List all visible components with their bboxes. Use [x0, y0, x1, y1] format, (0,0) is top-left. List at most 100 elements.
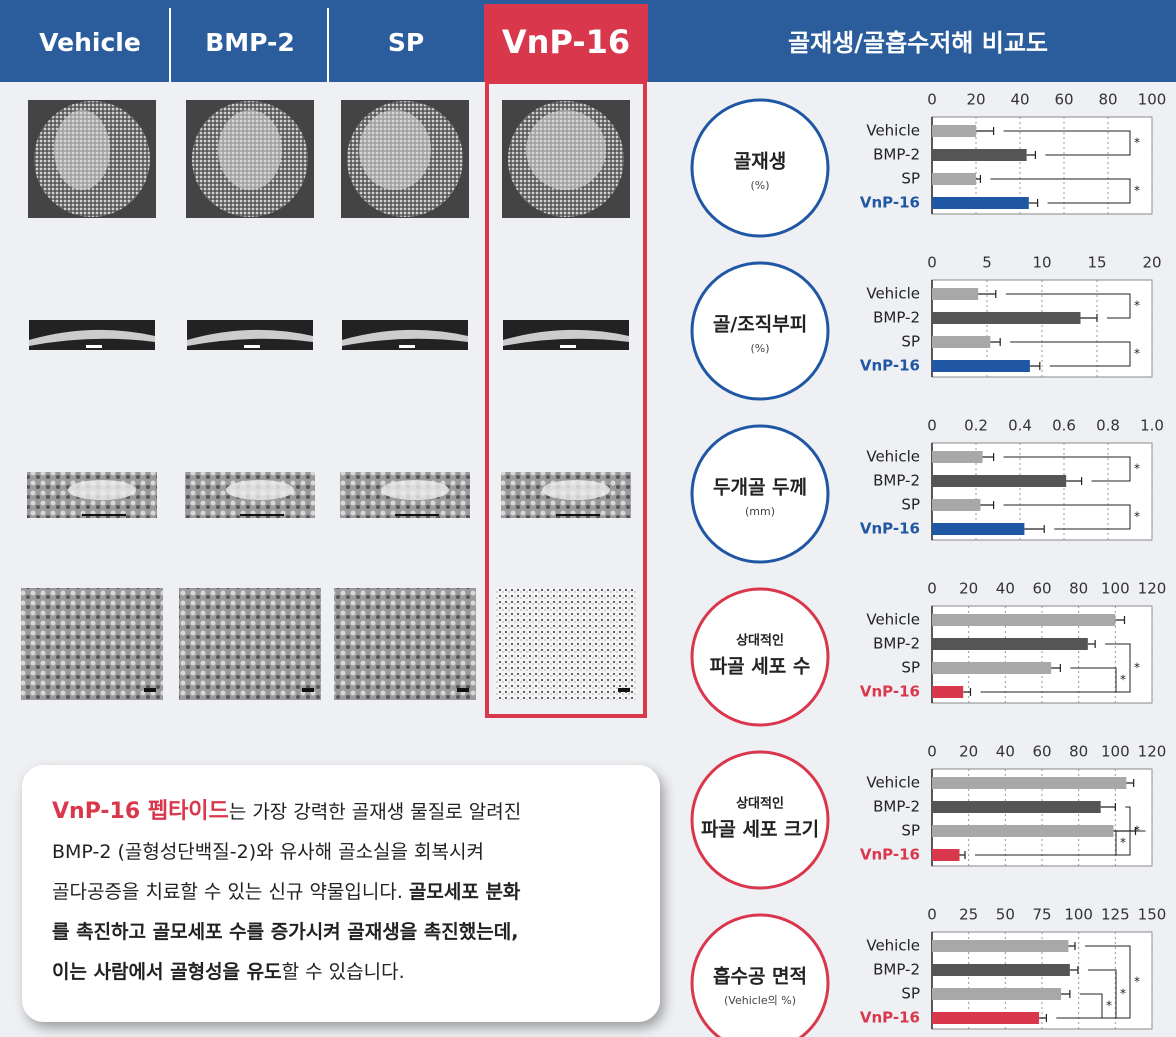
x-tick-label: 120	[1138, 580, 1167, 598]
badge-unit: (Vehicle의 %)	[724, 994, 796, 1007]
page: Vehicle BMP-2 SP VnP-16 골재생/골흡수저해 비교도 Vn…	[0, 0, 1176, 1037]
significance-label: *	[1134, 975, 1140, 989]
text-segment: 는 가장 강력한 골재생 물질로 알려진	[229, 801, 521, 823]
scale-bar	[86, 345, 102, 348]
badge-pretitle: 상대적인	[736, 633, 784, 649]
significance-label: *	[1134, 462, 1140, 476]
significance-label: *	[1134, 510, 1140, 524]
bar	[932, 662, 1051, 674]
x-tick-label: 100	[1138, 91, 1167, 109]
category-label: SP	[901, 985, 920, 1003]
x-tick-label: 10	[1032, 254, 1051, 272]
category-label: BMP-2	[873, 146, 920, 164]
scale-bar	[82, 514, 126, 516]
x-tick-label: 150	[1138, 906, 1167, 924]
cell-image	[21, 588, 163, 700]
category-label: VnP-16	[860, 846, 920, 864]
histology-feature	[226, 480, 294, 500]
text-segment: 이는 사람에서 골형성을 유도	[52, 961, 282, 983]
bar	[932, 197, 1029, 209]
category-label: SP	[901, 659, 920, 677]
significance-label: *	[1134, 347, 1140, 361]
category-label: BMP-2	[873, 798, 920, 816]
x-tick-label: 0	[927, 254, 937, 272]
x-tick-label: 15	[1087, 254, 1106, 272]
header-column: VnP-16	[502, 23, 630, 61]
category-label: Vehicle	[866, 448, 920, 466]
bar	[932, 173, 976, 185]
x-tick-label: 0	[927, 91, 937, 109]
bar	[932, 988, 1061, 1000]
bar	[932, 360, 1030, 372]
bar	[932, 312, 1081, 324]
x-tick-label: 80	[1098, 91, 1117, 109]
significance-label: *	[1134, 136, 1140, 150]
badge-unit: (%)	[750, 342, 769, 355]
badge-pretitle: 상대적인	[736, 796, 784, 812]
category-label: VnP-16	[860, 683, 920, 701]
x-tick-label: 100	[1064, 906, 1093, 924]
bar	[932, 849, 960, 861]
bar-chart: 골/조직부피(%)05101520VehicleBMP-2SPVnP-16**	[692, 254, 1162, 400]
x-tick-label: 125	[1101, 906, 1130, 924]
x-tick-label: 120	[1138, 743, 1167, 761]
badge-title: 흡수공 면적	[713, 965, 807, 988]
bar	[932, 777, 1126, 789]
header-column: Vehicle	[39, 28, 141, 57]
badge-unit: (mm)	[745, 505, 775, 518]
text-segment: 할 수 있습니다.	[282, 961, 405, 983]
bar	[932, 523, 1024, 535]
category-label: BMP-2	[873, 635, 920, 653]
scale-bar	[144, 688, 156, 692]
header-column: BMP-2	[205, 28, 295, 57]
category-label: Vehicle	[866, 611, 920, 629]
x-tick-label: 0.8	[1096, 417, 1120, 435]
scale-bar	[395, 514, 439, 516]
category-label: Vehicle	[866, 285, 920, 303]
x-tick-label: 80	[1069, 580, 1088, 598]
x-tick-label: 1.0	[1140, 417, 1164, 435]
x-tick-label: 20	[959, 743, 978, 761]
micro-ct-highlight	[218, 110, 282, 190]
x-tick-label: 50	[996, 906, 1015, 924]
micro-ct-highlight	[526, 110, 606, 190]
x-tick-label: 0.6	[1052, 417, 1076, 435]
header-title: 골재생/골흡수저해 비교도	[788, 29, 1048, 57]
x-tick-label: 60	[1032, 580, 1051, 598]
infographic: Vehicle BMP-2 SP VnP-16 골재생/골흡수저해 비교도 Vn…	[0, 0, 1176, 1037]
x-tick-label: 0	[927, 743, 937, 761]
x-tick-label: 20	[966, 91, 985, 109]
bar	[932, 336, 990, 348]
scale-bar	[399, 345, 415, 348]
category-label: SP	[901, 170, 920, 188]
category-label: VnP-16	[860, 194, 920, 212]
category-label: VnP-16	[860, 520, 920, 538]
bar	[932, 638, 1088, 650]
category-label: SP	[901, 822, 920, 840]
badge-title: 골재생	[734, 151, 786, 173]
x-tick-label: 20	[959, 580, 978, 598]
significance-label: *	[1134, 184, 1140, 198]
text-segment: VnP-16 펩타이드	[52, 799, 229, 824]
category-label: Vehicle	[866, 122, 920, 140]
x-tick-label: 20	[1142, 254, 1161, 272]
histology-feature	[381, 480, 449, 500]
cell-image	[334, 588, 476, 700]
category-label: BMP-2	[873, 961, 920, 979]
bar	[932, 614, 1115, 626]
text-segment: 골모세포 분화	[409, 881, 521, 903]
scale-bar	[618, 688, 630, 692]
image-grid	[21, 100, 637, 700]
x-tick-label: 80	[1069, 743, 1088, 761]
x-tick-label: 60	[1032, 743, 1051, 761]
category-label: Vehicle	[866, 937, 920, 955]
scale-bar	[240, 514, 284, 516]
significance-label: *	[1120, 987, 1126, 1001]
header-column: SP	[388, 28, 424, 57]
text-box: VnP-16 펩타이드는 가장 강력한 골재생 물질로 알려진BMP-2 (골형…	[22, 765, 660, 1022]
category-label: VnP-16	[860, 357, 920, 375]
